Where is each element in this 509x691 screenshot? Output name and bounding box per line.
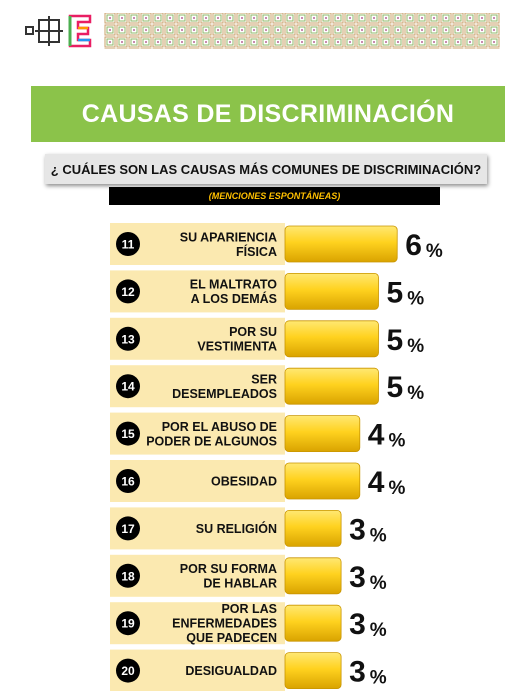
rank-badge — [116, 326, 140, 351]
bar — [284, 225, 398, 263]
bar — [284, 509, 342, 547]
bar — [284, 415, 361, 453]
note-text: (MENCIONES ESPONTÁNEAS) — [109, 187, 440, 205]
value-label: 6% — [405, 229, 443, 262]
category-label: POR SU — [229, 325, 277, 339]
rank-number: 18 — [121, 569, 135, 583]
bar — [284, 652, 342, 690]
category-label: POR SU FORMA — [180, 562, 277, 576]
rank-number: 19 — [121, 617, 135, 631]
bar — [284, 320, 379, 358]
category-label: OBESIDAD — [211, 475, 277, 489]
rank-number: 13 — [121, 332, 135, 346]
rank-number: 11 — [122, 238, 135, 252]
category-label: SER — [251, 372, 277, 386]
bar — [284, 367, 379, 405]
rank-number: 14 — [121, 380, 135, 394]
rank-number: 17 — [121, 522, 135, 536]
bar — [284, 462, 361, 500]
category-label: QUE PADECEN — [186, 631, 277, 645]
rank-number: 12 — [121, 285, 135, 299]
category-label: POR LAS — [221, 602, 277, 616]
category-label: SU RELIGIÓN — [196, 521, 277, 536]
value-label: 4% — [368, 419, 406, 452]
category-label: POR EL ABUSO DE — [162, 420, 277, 434]
rank-badge — [116, 611, 140, 636]
logo — [25, 14, 92, 48]
rank-badge — [116, 469, 140, 493]
rank-number: 20 — [121, 664, 135, 678]
bar — [284, 604, 342, 642]
category-label: FÍSICA — [236, 244, 277, 259]
rank-number: 16 — [121, 475, 135, 489]
value-label: 4% — [368, 466, 406, 499]
category-label: DE HABLAR — [203, 577, 277, 591]
page-title: CAUSAS DE DISCRIMINACIÓN — [31, 86, 505, 142]
rank-badge — [116, 421, 140, 446]
category-label: VESTIMENTA — [197, 340, 277, 354]
category-label: PODER DE ALGUNOS — [146, 434, 277, 448]
value-label: 5% — [387, 371, 425, 404]
value-label: 3% — [349, 561, 387, 594]
rank-badge — [116, 374, 140, 399]
rank-badge — [116, 658, 140, 683]
value-label: 3% — [349, 656, 387, 689]
category-label: DESEMPLEADOS — [172, 387, 277, 401]
bar — [284, 273, 379, 310]
value-label: 5% — [387, 324, 425, 357]
category-label: EL MALTRATO — [190, 278, 278, 292]
rank-badge — [116, 232, 140, 256]
header — [0, 0, 509, 60]
bar — [284, 557, 342, 595]
rank-badge — [116, 279, 140, 304]
rank-number: 15 — [121, 427, 135, 441]
category-label: ENFERMEDADES — [172, 617, 277, 631]
category-label: SU APARIENCIA — [180, 230, 277, 244]
rank-badge — [116, 516, 140, 541]
value-label: 5% — [387, 276, 425, 309]
rank-badge — [116, 563, 140, 588]
decorative-pattern — [104, 13, 500, 49]
category-label: A LOS DEMÁS — [191, 291, 277, 306]
question-text: ¿ CUÁLES SON LAS CAUSAS MÁS COMUNES DE D… — [45, 154, 487, 184]
category-label: DESIGUALDAD — [185, 664, 277, 678]
value-label: 3% — [349, 513, 387, 546]
value-label: 3% — [349, 608, 387, 641]
